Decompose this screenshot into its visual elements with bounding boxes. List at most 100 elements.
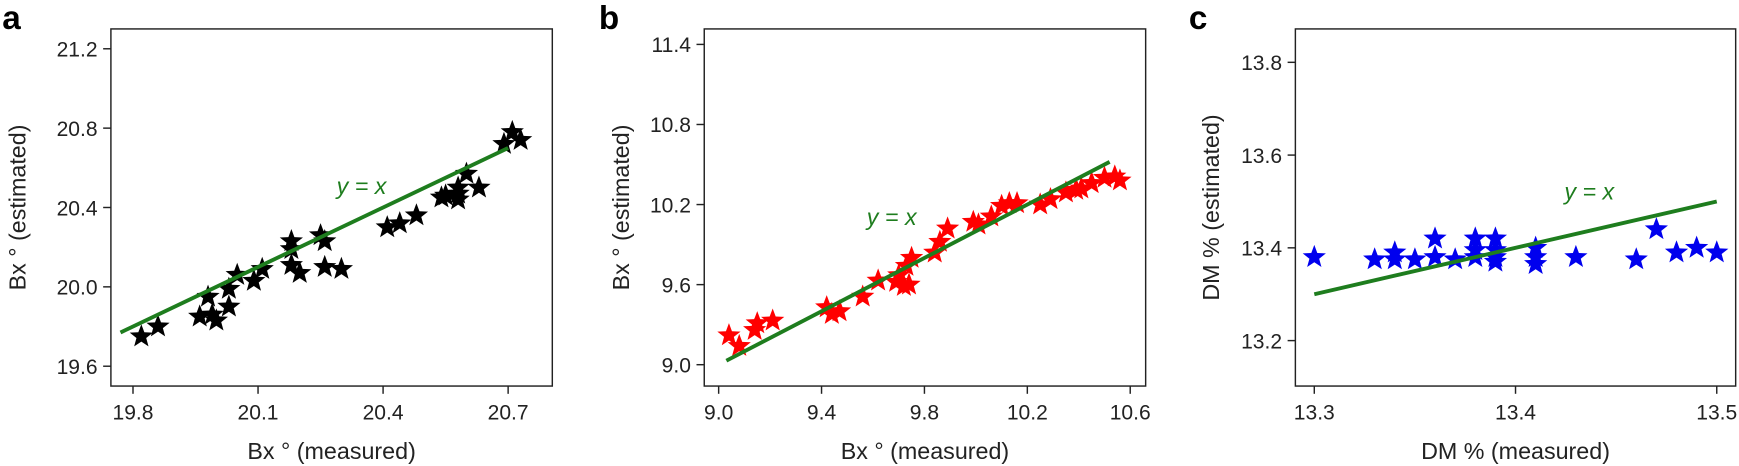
- star-point: [1054, 180, 1078, 203]
- star-point: [1483, 249, 1508, 272]
- x-tick-label: 20.1: [238, 401, 279, 424]
- star-point: [279, 229, 303, 252]
- star-point: [242, 268, 266, 291]
- star-point: [500, 119, 524, 142]
- x-tick-label: 9.0: [704, 401, 733, 424]
- star-point: [225, 262, 249, 285]
- star-point: [1644, 217, 1668, 240]
- star-point: [1443, 247, 1467, 270]
- star-point: [1463, 226, 1487, 249]
- x-axis-label: Bx ° (measured): [841, 438, 1009, 464]
- star-point: [1383, 247, 1407, 270]
- star-point: [329, 256, 354, 279]
- panel-label: b: [599, 0, 619, 37]
- reference-line-label: y = x: [1562, 179, 1615, 205]
- star-point: [1108, 168, 1132, 191]
- y-tick-label: 13.4: [1241, 238, 1282, 261]
- y-tick-label: 20.0: [57, 277, 98, 300]
- star-point: [1028, 192, 1052, 215]
- y-tick-label: 13.2: [1241, 330, 1282, 353]
- star-point: [745, 311, 769, 334]
- y-tick-label: 10.2: [650, 194, 691, 217]
- x-tick-label: 13.5: [1696, 401, 1737, 424]
- star-point: [1005, 191, 1029, 214]
- y-tick-label: 13.6: [1241, 145, 1282, 168]
- panel: c 13.3 13.4 13.5 13.2 13.4 13.6 13.8 DM % (measu…: [1189, 0, 1737, 464]
- star-point: [815, 295, 839, 318]
- star-point: [313, 229, 337, 252]
- star-point: [1069, 176, 1093, 199]
- star-point: [851, 284, 875, 307]
- star-point: [989, 193, 1014, 216]
- star-point: [897, 272, 921, 295]
- panel: a 19.8 20.1 20.4 20.7 19.6 20.0 20.4 20.8 21.2 Bx …: [2, 0, 554, 464]
- star-point: [129, 324, 153, 347]
- star-point: [1664, 240, 1689, 263]
- star-point: [935, 216, 960, 239]
- star-point: [146, 314, 170, 337]
- star-point: [313, 254, 337, 277]
- star-point: [1080, 171, 1104, 194]
- star-point: [288, 260, 312, 283]
- x-tick-label: 20.7: [488, 401, 529, 424]
- star-point: [727, 333, 751, 356]
- x-tick-label: 9.4: [807, 401, 837, 424]
- star-point: [928, 229, 952, 252]
- panel-label: a: [2, 0, 21, 37]
- star-point: [899, 245, 924, 268]
- star-point: [1302, 244, 1326, 267]
- star-point: [434, 183, 458, 206]
- star-point: [509, 127, 533, 150]
- x-tick-label: 9.8: [910, 401, 939, 424]
- y-tick-label: 9.6: [662, 274, 691, 297]
- star-point: [866, 268, 890, 291]
- y-tick-label: 19.6: [57, 356, 98, 379]
- star-point: [1423, 244, 1447, 267]
- star-point: [979, 204, 1003, 227]
- star-point: [1038, 187, 1063, 210]
- star-point: [388, 211, 412, 234]
- reference-line: [725, 160, 1111, 363]
- y-axis-label: DM % (estimated): [1198, 114, 1224, 300]
- star-point: [279, 236, 303, 260]
- x-tick-label: 10.2: [1007, 401, 1048, 424]
- y-tick-label: 13.8: [1241, 52, 1282, 75]
- star-point: [966, 212, 991, 235]
- reference-line: [1313, 199, 1718, 297]
- star-point: [217, 294, 241, 317]
- star-point: [188, 304, 212, 327]
- plot-frame: [703, 28, 1147, 387]
- y-tick-label: 21.2: [57, 39, 98, 62]
- star-point: [1103, 164, 1127, 187]
- star-point: [446, 175, 470, 198]
- star-point: [446, 187, 470, 210]
- star-point: [717, 323, 741, 346]
- star-point: [492, 131, 516, 154]
- star-point: [1524, 251, 1548, 274]
- star-point: [820, 301, 844, 324]
- star-point: [761, 308, 785, 331]
- y-axis-label: Bx ° (estimated): [5, 125, 31, 291]
- x-axis-label: Bx ° (measured): [247, 438, 415, 464]
- star-point: [454, 161, 479, 184]
- star-point: [1363, 247, 1387, 270]
- x-tick-label: 13.4: [1495, 401, 1536, 424]
- x-tick-label: 13.3: [1294, 401, 1335, 424]
- panel: b 9.0 9.4 9.8 10.2 10.6 9.0 9.6 10.2 10.8 11.4 Bx °…: [599, 0, 1151, 464]
- star-point: [1564, 244, 1588, 267]
- y-tick-label: 10.8: [650, 114, 691, 137]
- plot-frame: [110, 28, 554, 387]
- x-tick-label: 19.8: [112, 401, 153, 424]
- panel-label: c: [1189, 0, 1208, 37]
- y-tick-label: 11.4: [652, 34, 692, 57]
- reference-line-label: y = x: [335, 173, 388, 199]
- star-point: [204, 308, 228, 331]
- star-point: [217, 276, 241, 299]
- star-point: [467, 175, 491, 198]
- x-axis-label: DM % (measured): [1421, 438, 1610, 464]
- y-tick-label: 20.4: [57, 197, 98, 220]
- x-tick-label: 20.4: [363, 401, 404, 424]
- x-tick-label: 10.6: [1110, 401, 1151, 424]
- star-point: [308, 223, 333, 246]
